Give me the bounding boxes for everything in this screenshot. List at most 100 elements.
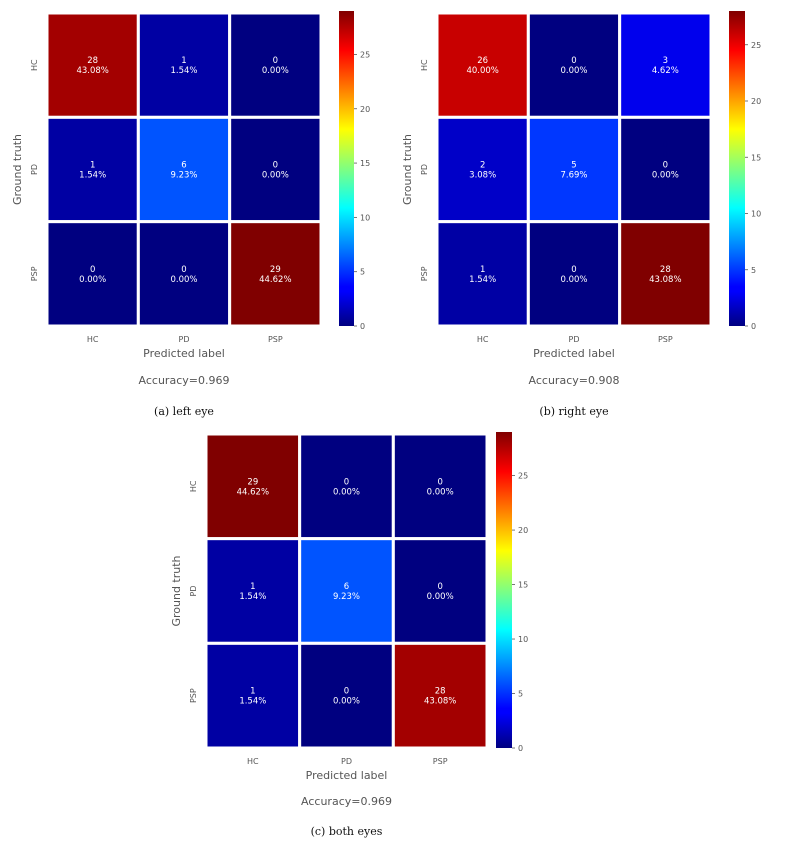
heatmap-cell [228,115,323,224]
cell-count-label: 1 [250,687,255,697]
cell-percent-label: 1.54% [79,171,106,181]
colorbar-tick-label: 20 [360,105,370,114]
cell-percent-label: 1.54% [239,697,266,707]
colorbar-tick-label: 10 [360,213,370,222]
accuracy-label: Accuracy=0.908 [529,374,620,387]
cell-count-label: 0 [273,56,278,66]
colorbar-tick-label: 0 [751,322,756,331]
cell-count-label: 0 [181,265,186,275]
colorbar-tick-label: 0 [518,744,523,753]
x-axis-title: Predicted label [533,347,615,360]
cell-percent-label: 43.08% [424,697,456,707]
heatmap-cell [618,11,713,119]
y-tick-label: PSP [420,266,429,281]
cell-percent-label: 0.00% [560,275,587,285]
colorbar-tick-label: 20 [751,97,761,106]
cell-percent-label: 0.00% [262,66,289,76]
heatmap-cell [136,220,232,328]
accuracy-label: Accuracy=0.969 [301,795,392,808]
x-tick-label: PSP [658,335,673,344]
cell-count-label: 26 [477,56,488,66]
heatmap-panel-2: 2640.00%00.00%34.62%23.08%57.69%00.00%11… [401,11,761,418]
cell-percent-label: 0.00% [427,592,454,602]
cell-percent-label: 43.08% [76,66,108,76]
heatmap-cell [435,115,530,224]
y-tick-label: HC [189,480,198,492]
cell-count-label: 1 [90,161,95,171]
cell-count-label: 3 [663,56,668,66]
colorbar-tick-label: 5 [360,268,365,277]
colorbar [729,11,745,326]
cell-percent-label: 0.00% [333,487,360,497]
y-tick-label: PD [30,164,39,175]
colorbar-tick-label: 10 [751,210,761,219]
cell-count-label: 5 [571,161,576,171]
cell-percent-label: 1.54% [170,66,197,76]
cell-count-label: 28 [435,687,446,697]
heatmap-cell [45,220,140,328]
cell-percent-label: 9.23% [170,171,197,181]
colorbar-tick-label: 5 [751,266,756,275]
cell-count-label: 0 [571,265,576,275]
heatmap-cell [298,641,395,750]
cell-count-label: 0 [273,161,278,171]
heatmap-cell [298,432,395,541]
y-tick-label: PD [420,164,429,175]
y-tick-label: PD [189,586,198,597]
cell-count-label: 0 [344,687,349,697]
heatmap-cell [618,115,713,224]
colorbar-tick-label: 0 [360,322,365,331]
x-tick-label: HC [87,335,99,344]
cell-count-label: 29 [247,477,258,487]
y-tick-label: HC [30,59,39,71]
cell-percent-label: 7.69% [560,171,587,181]
cell-count-label: 28 [87,56,98,66]
heatmap-cell [526,220,622,328]
colorbar-tick-label: 25 [751,41,761,50]
cell-count-label: 0 [344,477,349,487]
heatmap-cell [526,115,622,224]
cell-percent-label: 44.62% [237,487,269,497]
cell-percent-label: 0.00% [333,697,360,707]
cell-count-label: 6 [181,161,186,171]
x-tick-label: HC [247,757,259,766]
cell-count-label: 29 [270,265,281,275]
colorbar-tick-label: 15 [518,581,528,590]
cell-percent-label: 3.08% [469,171,496,181]
y-axis-title: Ground truth [401,134,414,205]
cell-count-label: 28 [660,265,671,275]
cell-percent-label: 0.00% [652,171,679,181]
heatmap-panel-3: 2944.62%00.00%00.00%11.54%69.23%00.00%11… [170,432,528,838]
cell-count-label: 0 [663,161,668,171]
cell-count-label: 0 [437,582,442,592]
colorbar-tick-label: 25 [360,50,370,59]
cell-count-label: 1 [181,56,186,66]
cell-count-label: 0 [437,477,442,487]
cell-percent-label: 0.00% [560,66,587,76]
heatmap-cell [204,537,302,645]
x-axis-title: Predicted label [143,347,225,360]
cell-percent-label: 43.08% [649,275,681,285]
y-tick-label: PSP [189,688,198,703]
cell-count-label: 2 [480,161,485,171]
cell-percent-label: 0.00% [262,171,289,181]
panel-caption: (b) right eye [539,405,608,418]
x-tick-label: HC [477,335,489,344]
colorbar-tick-label: 25 [518,472,528,481]
heatmap-panel-1: 2843.08%11.54%00.00%11.54%69.23%00.00%00… [11,11,370,418]
colorbar-tick-label: 10 [518,635,528,644]
cell-count-label: 6 [344,582,349,592]
colorbar-tick-label: 5 [518,690,523,699]
y-tick-label: HC [420,59,429,71]
panel-caption: (a) left eye [154,405,214,418]
cell-percent-label: 1.54% [469,275,496,285]
accuracy-label: Accuracy=0.969 [139,374,230,387]
cell-percent-label: 44.62% [259,275,291,285]
x-tick-label: PD [179,335,190,344]
cell-percent-label: 0.00% [170,275,197,285]
cell-percent-label: 4.62% [652,66,679,76]
colorbar-tick-label: 20 [518,526,528,535]
panel-caption: (c) both eyes [311,825,383,838]
cell-count-label: 0 [571,56,576,66]
